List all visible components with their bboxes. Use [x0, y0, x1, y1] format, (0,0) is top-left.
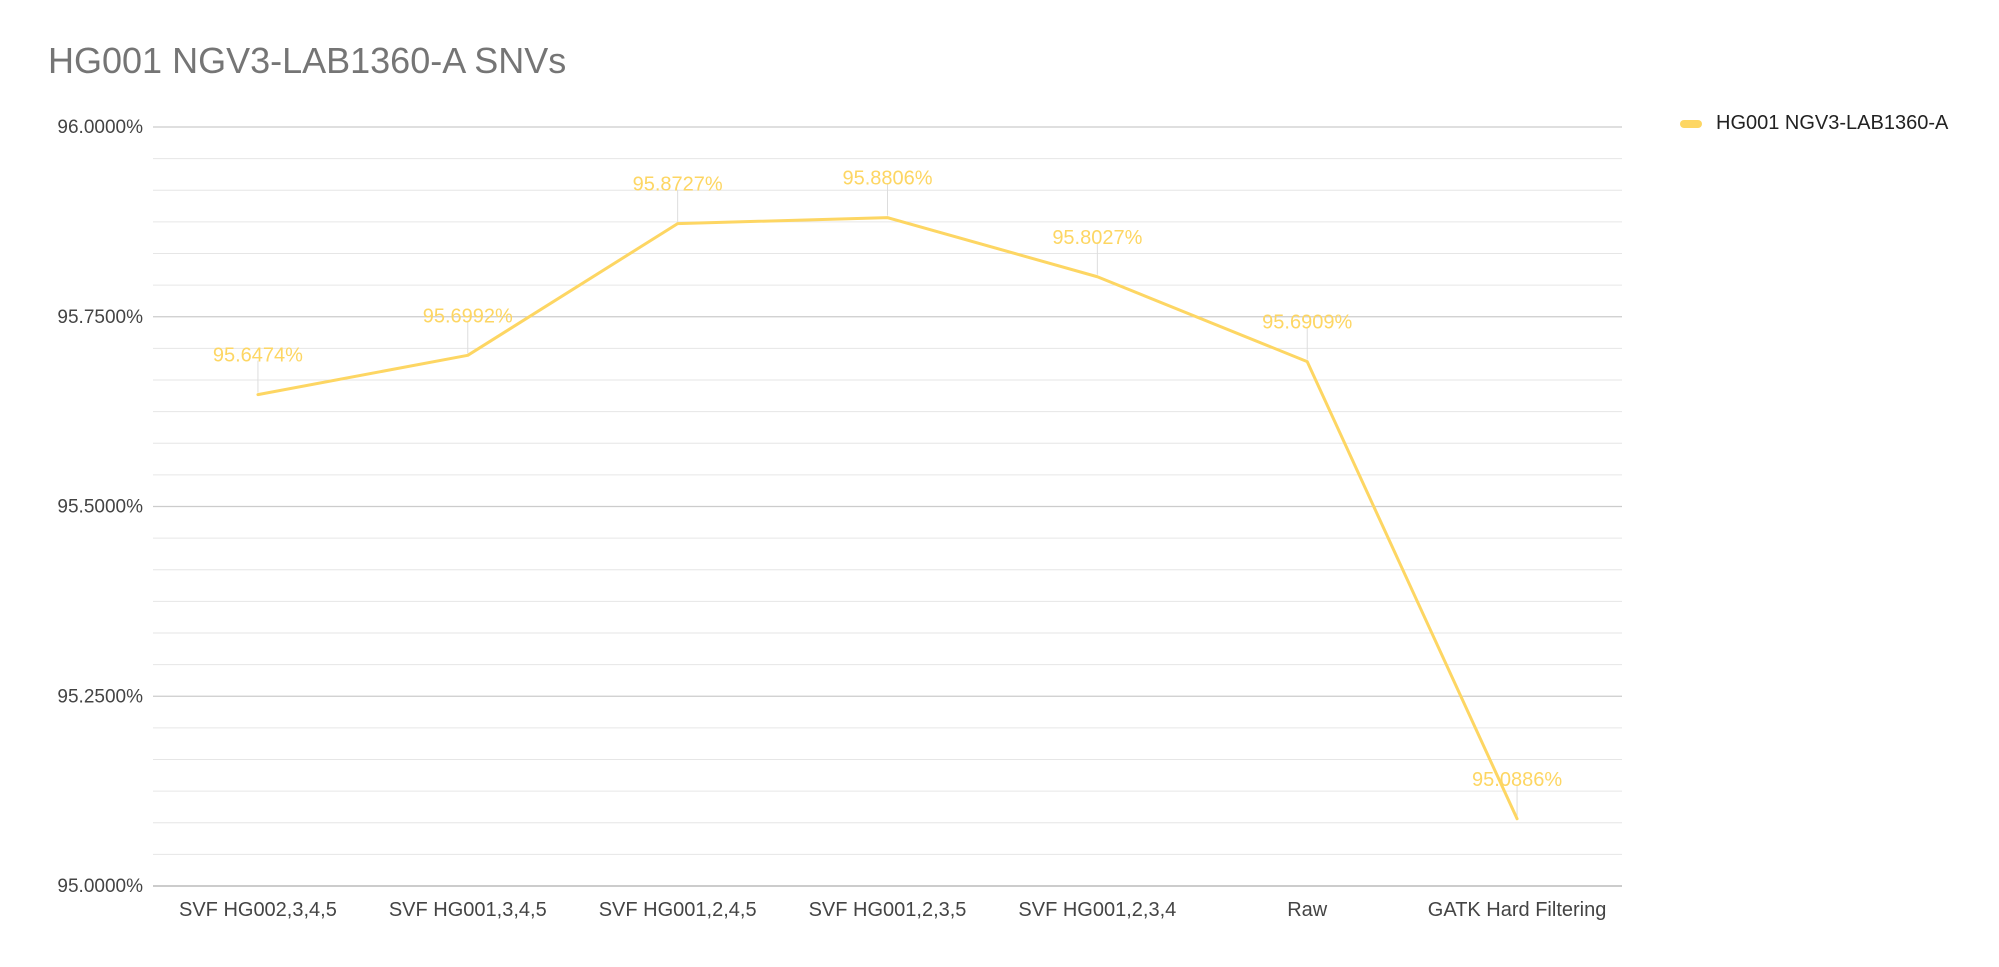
data-label: 95.6992% [423, 305, 513, 327]
y-tick-label: 95.5000% [57, 497, 143, 518]
x-tick-label: Raw [1287, 899, 1328, 921]
series-line-layer [256, 216, 1519, 821]
y-tick-label: 95.0000% [57, 876, 143, 897]
data-label: 95.6474% [213, 345, 303, 367]
data-labels: 95.6474% 95.6992% 95.8727% 95.8806% 95.8027%… [213, 168, 1562, 791]
data-label-leaders [257, 183, 1518, 817]
data-label: 95.6909% [1262, 312, 1352, 334]
data-label: 95.0886% [1472, 769, 1562, 791]
data-label: 95.8806% [842, 168, 932, 190]
y-tick-label: 96.0000% [57, 117, 143, 138]
y-axis-labels: 95.0000% 95.2500% 95.5000% 95.7500% 96.0000% [57, 117, 143, 897]
chart-title: HG001 NGV3-LAB1360-A SNVs [48, 40, 567, 81]
x-tick-label: GATK Hard Filtering [1428, 899, 1607, 921]
x-tick-label: SVF HG002,3,4,5 [179, 899, 337, 921]
x-tick-label: SVF HG001,2,4,5 [599, 899, 757, 921]
data-label: 95.8727% [633, 174, 723, 196]
legend: HG001 NGV3-LAB1360-A [1680, 112, 1948, 135]
grid-layer [153, 126, 1622, 887]
y-tick-label: 95.2500% [57, 686, 143, 707]
legend-label: HG001 NGV3-LAB1360-A [1716, 112, 1949, 134]
legend-swatch [1680, 119, 1702, 128]
y-tick-label: 95.7500% [57, 307, 143, 328]
x-axis-labels: SVF HG002,3,4,5 SVF HG001,3,4,5 SVF HG001,… [179, 899, 1606, 921]
data-label: 95.8027% [1052, 227, 1142, 249]
x-tick-label: SVF HG001,3,4,5 [389, 899, 547, 921]
x-tick-label: SVF HG001,2,3,5 [809, 899, 967, 921]
series-line [256, 216, 1519, 821]
x-tick-label: SVF HG001,2,3,4 [1018, 899, 1176, 921]
